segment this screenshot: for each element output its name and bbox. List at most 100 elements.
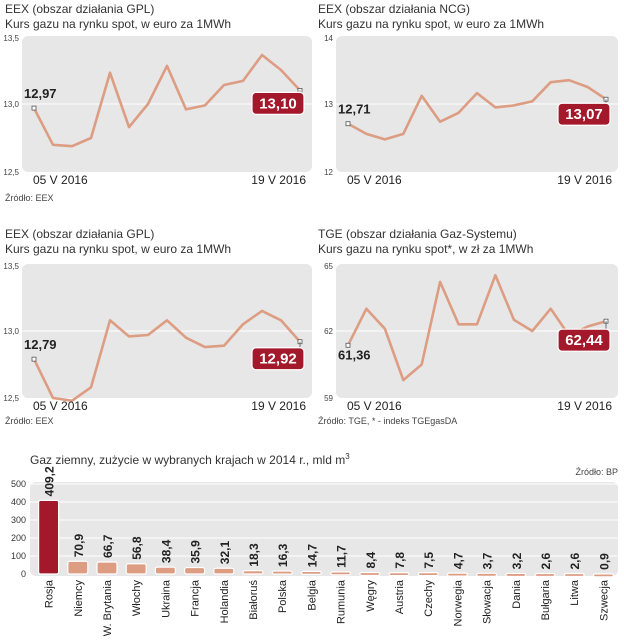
chart1-source: Źródło: EEX (5, 193, 54, 203)
bar-1 (37, 499, 60, 575)
chart4-title: TGE (obszar działania Gaz-Systemu) (318, 227, 517, 241)
bar-chart-plot-area (30, 482, 618, 576)
bar-value-label: 11,7 (335, 545, 349, 568)
chart3-ytick-label: 12,5 (3, 394, 19, 403)
chart3-start-value: 12,79 (24, 337, 57, 352)
bar-category-label: Belgia (306, 579, 318, 610)
bar-5 (154, 566, 176, 575)
chart3-subtitle: Kurs gazu na rynku spot, w euro za 1MWh (5, 242, 232, 256)
bar-category-label: Słowacja (482, 579, 494, 624)
chart3-end-badge (251, 347, 305, 371)
bar-category-label: Czechy (423, 580, 435, 617)
chart2-point-marker (345, 121, 351, 127)
bar-value-label: 4,7 (451, 552, 465, 569)
bar-2 (67, 560, 89, 575)
chart1-x-end-label: 19 V 2016 (251, 173, 306, 187)
bar-value-label: 3,7 (481, 552, 495, 569)
chart1-series-line (32, 53, 302, 148)
chart4-ytick-label: 59 (324, 394, 333, 403)
bar-category-label: Francja (190, 579, 202, 617)
chart2-series-line (346, 78, 608, 141)
chart4-ytick-label: 62 (324, 327, 333, 336)
bar-17 (505, 572, 527, 578)
bar-chart-ytick-label: 100 (11, 551, 26, 561)
bar-9 (271, 570, 293, 575)
bar-value-label: 16,3 (276, 543, 290, 567)
bar-value-label: 66,7 (101, 534, 115, 558)
bar-value-label: 56,8 (130, 536, 144, 560)
chart4-end-value: 62,44 (565, 332, 603, 349)
bar-chart-ytick-label: 300 (11, 515, 26, 525)
chart2-title: EEX (obszar działania NCG) (318, 2, 471, 16)
chart3-ytick-label: 13,5 (3, 262, 19, 271)
chart3-x-start-label: 05 V 2016 (33, 399, 88, 413)
chart4-source: Źródło: TGE, * - indeks TGEgasDA (318, 416, 458, 426)
bar-chart-ytick-label: 200 (11, 533, 26, 543)
bar-category-label: Rumunia (336, 579, 348, 624)
chart2-group (336, 36, 618, 172)
bar-value-label: 2,6 (539, 553, 553, 570)
bar-value-label: 0,9 (597, 553, 611, 570)
bar-chart-source: Źródło: BP (575, 467, 618, 477)
chart4-point-marker (345, 342, 351, 348)
bar-3 (96, 561, 118, 575)
bar-chart-ytick-label: 0 (21, 569, 26, 579)
chart2-x-end-label: 19 V 2016 (557, 173, 612, 187)
bar-4 (125, 563, 147, 575)
bar-chart-ytick-label: 400 (11, 497, 26, 507)
chart2-ytick-label: 12 (324, 168, 333, 177)
chart4-end-badge (557, 328, 611, 352)
bar-value-label: 8,4 (364, 551, 378, 568)
chart4-start-value: 61,36 (338, 347, 371, 362)
chart1-subtitle: Kurs gazu na rynku spot, w euro za 1MWh (5, 17, 232, 31)
bar-category-label: Austria (394, 579, 406, 614)
bar-value-label: 70,9 (72, 534, 86, 558)
chart4-group (336, 264, 618, 398)
bar-category-label: Litwa (569, 579, 581, 606)
bar-category-label: Holandia (219, 579, 231, 623)
bar-category-label: Szwecja (598, 579, 610, 621)
bar-value-label: 35,9 (189, 540, 203, 564)
bar-category-label: Bułgaria (540, 579, 552, 620)
bar-11 (330, 571, 352, 576)
bar-12 (359, 571, 381, 577)
bar-category-label: Rosja (44, 579, 56, 608)
chart2-ytick-label: 13 (324, 100, 333, 109)
bar-16 (476, 572, 498, 577)
chart1-title: EEX (obszar działania GPL) (5, 2, 155, 16)
bar-value-label: 409,2 (43, 466, 57, 496)
chart1-group (22, 36, 312, 172)
chart1-start-value: 12,97 (24, 86, 57, 101)
bar-category-label: Norwegia (452, 579, 464, 626)
chart3-x-end-label: 19 V 2016 (251, 399, 306, 413)
bar-15 (446, 572, 468, 577)
chart4-x-end-label: 19 V 2016 (557, 399, 612, 413)
bar-category-label: Węgry (365, 580, 377, 612)
chart4-ytick-label: 65 (324, 262, 333, 271)
bar-category-label: Polska (277, 579, 289, 613)
chart3-series-line (32, 309, 302, 403)
chart1-point-marker (31, 105, 37, 111)
bar-14 (417, 572, 439, 577)
chart1-end-badge (251, 91, 305, 116)
bar-10 (300, 570, 322, 575)
chart3-end-value: 12,92 (259, 351, 297, 368)
chart3-ytick-label: 13,0 (3, 327, 19, 336)
bar-chart-title: Gaz ziemny, zużycie w wybranych krajach … (30, 452, 350, 467)
bar-19 (563, 572, 585, 578)
bar-category-label: Włochy (131, 580, 143, 617)
chart2-subtitle: Kurs gazu na rynku spot, w euro za 1MWh (318, 17, 545, 31)
bar-category-label: Dania (511, 579, 523, 609)
bar-value-label: 2,6 (568, 553, 582, 570)
bar-category-label: Ukraina (160, 579, 172, 618)
chart4-x-start-label: 05 V 2016 (347, 399, 402, 413)
bar-chart-ytick-label: 500 (11, 479, 26, 489)
bar-value-label: 7,8 (393, 552, 407, 569)
bar-value-label: 7,5 (422, 552, 436, 569)
chart2-ytick-label: 14 (324, 34, 333, 43)
chart4-subtitle: Kurs gazu na rynku spot*, w zł za 1MWh (318, 242, 534, 256)
bar-6 (184, 566, 206, 575)
bar-13 (388, 571, 410, 577)
chart2-x-start-label: 05 V 2016 (347, 173, 402, 187)
